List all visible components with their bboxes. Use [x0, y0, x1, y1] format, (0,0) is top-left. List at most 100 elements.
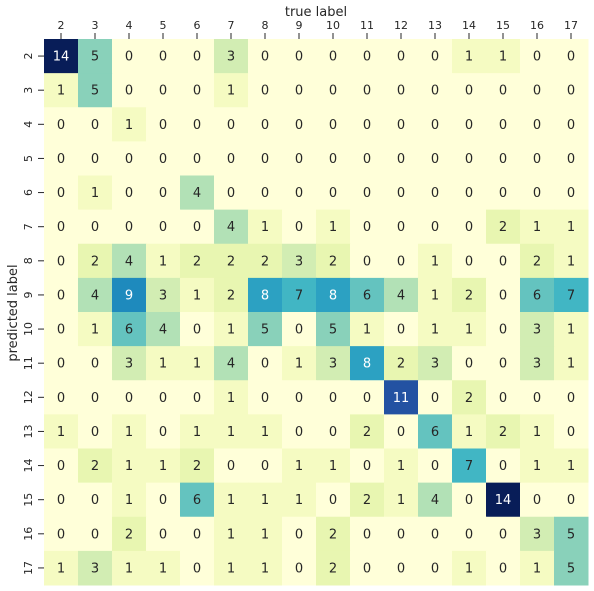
heatmap-cell — [418, 550, 453, 586]
x-tick-label: 5 — [160, 19, 167, 32]
cell-value-label: 1 — [193, 357, 201, 372]
heatmap-cell — [146, 516, 181, 552]
heatmap-cell — [350, 175, 385, 211]
cell-value-label: 0 — [295, 118, 303, 133]
heatmap-cell — [554, 141, 589, 177]
cell-value-label: 0 — [499, 527, 507, 542]
heatmap-cell — [520, 209, 555, 245]
heatmap-cell — [112, 448, 147, 484]
cell-value-label: 0 — [533, 50, 541, 65]
heatmap-cell — [418, 175, 453, 211]
heatmap-cell — [112, 516, 147, 552]
cell-value-label: 1 — [227, 527, 235, 542]
cell-value-label: 0 — [329, 493, 337, 508]
y-tick-label: 6 — [22, 189, 35, 196]
cell-value-label: 0 — [431, 152, 439, 167]
cell-value-label: 0 — [261, 84, 269, 99]
cell-value-label: 6 — [363, 288, 371, 303]
cell-value-label: 0 — [57, 493, 65, 508]
cell-value-label: 1 — [295, 357, 303, 372]
cell-value-label: 0 — [57, 220, 65, 235]
cell-value-label: 0 — [295, 152, 303, 167]
heatmap-cell — [78, 346, 113, 381]
heatmap-cell — [44, 73, 79, 108]
heatmap-cell — [418, 346, 453, 381]
heatmap-cell — [248, 516, 283, 552]
heatmap-cell — [44, 380, 79, 415]
heatmap-cell — [384, 482, 419, 518]
heatmap-cell — [384, 277, 419, 313]
cell-value-label: 5 — [329, 323, 337, 338]
heatmap-cell — [520, 277, 555, 313]
cell-value-label: 6 — [193, 493, 201, 508]
heatmap-cell — [214, 243, 249, 279]
heatmap-cell — [520, 550, 555, 586]
heatmap-cells: 14 5 0 0 0 3 0 0 0 0 0 0 1 1 0 01 5 0 0 0 1 0 0 0 0 0 0 0 0 0 00 0 1 0 0 0 0… — [44, 39, 589, 586]
heatmap-cell — [282, 550, 317, 586]
cell-value-label: 0 — [465, 493, 473, 508]
heatmap-cell — [452, 39, 487, 74]
cell-value-label: 0 — [261, 391, 269, 406]
x-tick-label: 15 — [496, 19, 510, 32]
heatmap-cell — [350, 73, 385, 108]
cell-value-label: 4 — [159, 323, 167, 338]
cell-value-label: 0 — [397, 186, 405, 201]
x-tick-label: 2 — [58, 19, 65, 32]
cell-value-label: 0 — [397, 254, 405, 269]
cell-value-label: 1 — [533, 425, 541, 440]
cell-value-label: 0 — [295, 186, 303, 201]
cell-value-label: 8 — [363, 357, 371, 372]
cell-value-label: 0 — [533, 493, 541, 508]
cell-value-label: 8 — [261, 288, 269, 303]
cell-value-label: 3 — [329, 357, 337, 372]
y-axis-label: predicted label — [6, 264, 21, 361]
cell-value-label: 0 — [533, 118, 541, 133]
heatmap-cell — [384, 39, 419, 74]
cell-value-label: 0 — [261, 357, 269, 372]
cell-value-label: 0 — [397, 50, 405, 65]
cell-value-label: 0 — [125, 220, 133, 235]
cell-value-label: 1 — [159, 561, 167, 576]
heatmap-cell — [248, 312, 283, 347]
cell-value-label: 2 — [465, 288, 473, 303]
cell-value-label: 0 — [499, 118, 507, 133]
y-tick-label: 4 — [22, 121, 35, 128]
heatmap-cell — [316, 550, 351, 586]
cell-value-label: 0 — [499, 391, 507, 406]
heatmap-cell — [180, 209, 215, 245]
cell-value-label: 1 — [431, 254, 439, 269]
cell-value-label: 0 — [397, 561, 405, 576]
heatmap-cell — [180, 414, 215, 450]
cell-value-label: 0 — [397, 323, 405, 338]
cell-value-label: 1 — [125, 118, 133, 133]
cell-value-label: 1 — [397, 493, 405, 508]
cell-value-label: 0 — [295, 391, 303, 406]
cell-value-label: 1 — [295, 459, 303, 474]
y-tick-labels: 2 3 4 5 6 7 8 9 10 11 12 13 14 15 16 17 — [22, 53, 44, 575]
cell-value-label: 0 — [295, 527, 303, 542]
heatmap-cell — [486, 175, 521, 211]
heatmap-cell — [282, 107, 317, 142]
cell-value-label: 0 — [397, 152, 405, 167]
heatmap-cell — [486, 482, 521, 518]
heatmap-cell — [554, 380, 589, 415]
heatmap-cell — [350, 516, 385, 552]
heatmap-cell — [282, 73, 317, 108]
heatmap-cell — [554, 39, 589, 74]
cell-value-label: 0 — [499, 152, 507, 167]
heatmap-cell — [350, 550, 385, 586]
cell-value-label: 0 — [363, 220, 371, 235]
cell-value-label: 1 — [533, 561, 541, 576]
cell-value-label: 0 — [57, 323, 65, 338]
cell-value-label: 0 — [57, 186, 65, 201]
y-tick-label: 13 — [22, 424, 35, 438]
cell-value-label: 0 — [159, 84, 167, 99]
cell-value-label: 1 — [533, 459, 541, 474]
cell-value-label: 0 — [431, 561, 439, 576]
cell-value-label: 2 — [329, 561, 337, 576]
cell-value-label: 1 — [533, 220, 541, 235]
heatmap-cell — [418, 414, 453, 450]
heatmap-cell — [316, 414, 351, 450]
cell-value-label: 0 — [57, 527, 65, 542]
cell-value-label: 0 — [227, 459, 235, 474]
